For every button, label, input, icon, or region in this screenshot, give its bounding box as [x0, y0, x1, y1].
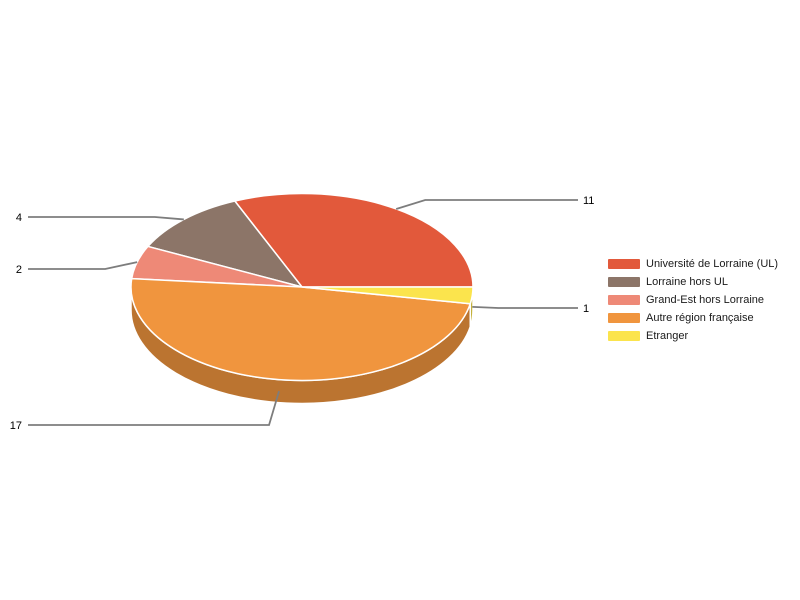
legend-color-swatch	[608, 277, 640, 287]
legend-label: Université de Lorraine (UL)	[646, 258, 779, 270]
legend-item: Lorraine hors UL	[608, 273, 778, 291]
legend-color-swatch	[608, 259, 640, 269]
legend-item: Etranger	[608, 327, 778, 345]
callout-line-0	[395, 199, 578, 210]
callout-value: 17	[10, 420, 22, 432]
callout-value: 4	[16, 212, 22, 224]
legend: Université de Lorraine (UL) Lorraine hors…	[608, 255, 778, 345]
pie-slice-0	[234, 192, 474, 288]
legend-color-swatch	[608, 313, 640, 323]
callout-value: 2	[16, 264, 22, 276]
legend-item: Université de Lorraine (UL)	[608, 255, 778, 273]
legend-label: Lorraine hors UL	[646, 276, 728, 288]
callout-value: 11	[583, 195, 594, 207]
legend-label: Grand-Est hors Lorraine	[646, 294, 764, 306]
legend-item: Autre région française	[608, 309, 778, 327]
pie-slice-4	[301, 286, 474, 305]
callout-line-2	[28, 261, 138, 270]
legend-item: Grand-Est hors Lorraine	[608, 291, 778, 309]
legend-label: Etranger	[646, 330, 689, 342]
legend-label: Autre région française	[646, 312, 754, 324]
legend-color-swatch	[608, 295, 640, 305]
legend-color-swatch	[608, 331, 640, 341]
pie-slice-3	[130, 277, 472, 382]
callout-line-1	[28, 216, 184, 221]
callout-value: 1	[583, 303, 589, 315]
callout-line-4	[472, 305, 578, 309]
callout-line-3	[28, 390, 280, 426]
